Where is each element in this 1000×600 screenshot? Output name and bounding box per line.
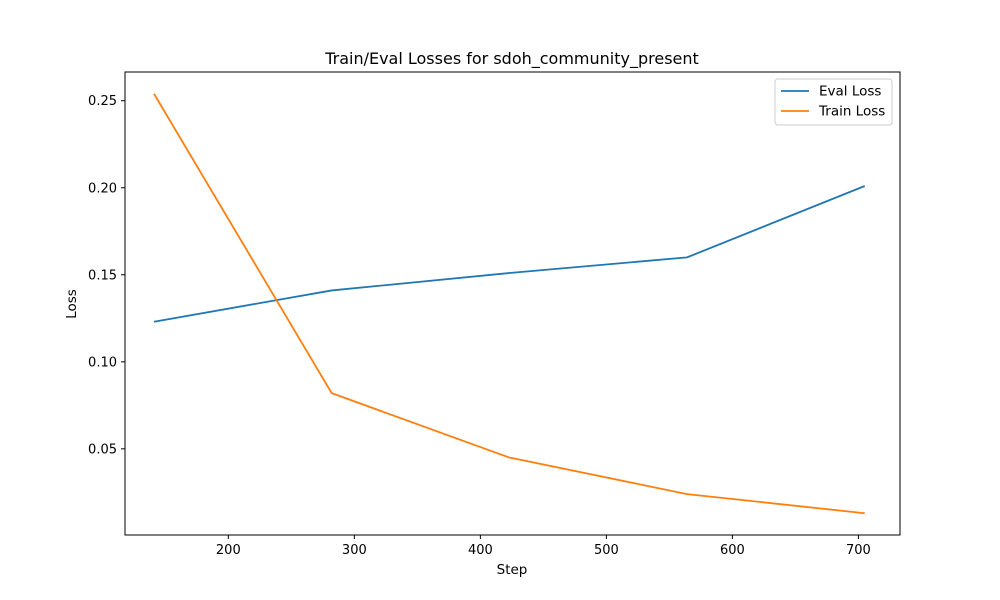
chart-title: Train/Eval Losses for sdoh_community_pre… [324,49,699,69]
x-tick-label: 600 [720,543,745,558]
plot-area [124,71,901,536]
x-tick-label: 300 [342,543,367,558]
y-tick-label: 0.05 [88,442,117,457]
y-axis: 0.05 0.10 0.15 0.20 0.25 [88,94,125,457]
x-tick-label: 700 [846,543,871,558]
x-axis: 200 300 400 500 600 700 [216,535,871,558]
y-tick-label: 0.25 [88,94,117,109]
y-tick-label: 0.15 [88,268,117,283]
y-axis-title: Loss [64,289,80,319]
series-group [153,93,866,515]
eval-loss-line [153,185,866,323]
train-loss-line [153,93,865,515]
x-axis-title: Step [497,562,528,578]
train-loss-legend-label: Train Loss [818,104,885,120]
y-tick-label: 0.10 [88,355,117,370]
plot-frame [124,71,901,536]
x-tick-label: 500 [594,543,619,558]
x-tick-label: 200 [216,543,241,558]
x-tick-label: 400 [468,543,493,558]
legend: Eval Loss Train Loss [774,78,893,126]
eval-loss-legend-label: Eval Loss [819,84,881,100]
y-tick-label: 0.20 [88,181,117,196]
